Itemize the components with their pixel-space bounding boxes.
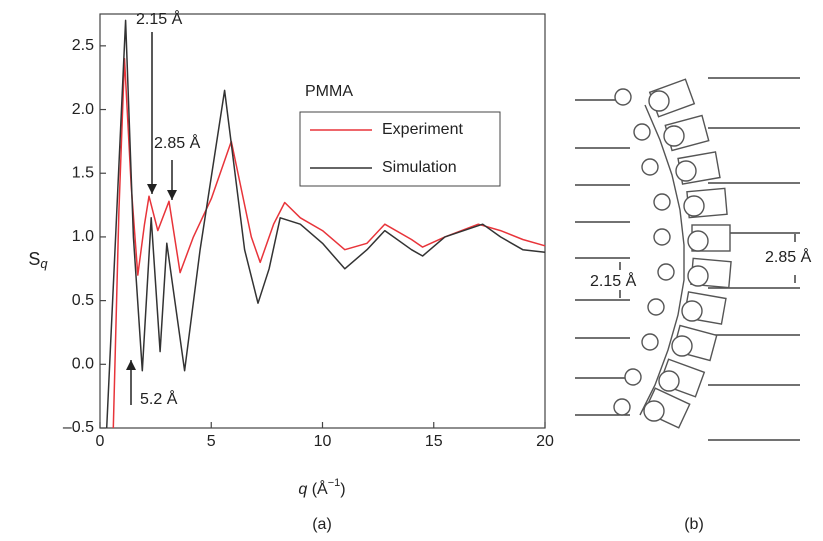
x-label-part: q (298, 481, 307, 498)
ester-circle (687, 230, 709, 252)
arrow-head (167, 190, 177, 200)
y-label-main: S (28, 249, 40, 269)
legend-label: Experiment (382, 121, 463, 138)
side-circle (641, 158, 659, 176)
ester-circle (687, 265, 709, 287)
x-tick-label: 20 (536, 433, 554, 450)
diagram-label: 2.85 Å (765, 247, 812, 266)
legend-box (299, 111, 501, 187)
ester-circle (671, 335, 693, 357)
side-circle (613, 398, 631, 416)
x-label-part: (Å (307, 479, 328, 498)
x-tick-label: 0 (96, 433, 105, 450)
ester-circle (663, 125, 685, 147)
ester-circle (683, 195, 705, 217)
polymer-diagram: 2.15 Å 2.85 Å (575, 77, 812, 441)
y-tick-label: 2.5 (72, 37, 94, 54)
x-label-part: ) (340, 481, 345, 498)
ester-circle (681, 300, 703, 322)
ester-circle (658, 370, 680, 392)
side-circle (653, 193, 671, 211)
arrow-head (126, 360, 136, 370)
side-circle (624, 368, 642, 386)
x-label-part: −1 (328, 477, 341, 489)
side-circle (657, 263, 675, 281)
ester-circle (643, 400, 665, 422)
arrow-head (147, 184, 157, 194)
annotation: 2.15 Å (136, 9, 183, 28)
y-axis-label: Sq (28, 249, 48, 272)
side-circle (653, 228, 671, 246)
data-line (105, 19, 546, 429)
panel-label: (a) (312, 516, 332, 533)
panel-label: (b) (684, 516, 704, 533)
x-axis-label: q (Å−1) (298, 477, 345, 498)
y-tick-label: 0.0 (72, 356, 94, 373)
x-tick-label: 15 (425, 433, 443, 450)
y-tick-label: 1.0 (72, 228, 94, 245)
legend-label: Simulation (382, 159, 457, 176)
y-tick-label: –0.5 (63, 419, 94, 436)
ester-circle (648, 90, 670, 112)
side-group (643, 387, 691, 429)
y-tick-label: 2.0 (72, 101, 94, 118)
backbone (639, 104, 685, 416)
diagram-label: 2.15 Å (590, 271, 637, 290)
y-tick-label: 0.5 (72, 292, 94, 309)
plot-frame (99, 13, 546, 429)
ester-circle (675, 160, 697, 182)
y-tick-label: 1.5 (72, 164, 94, 181)
side-circle (633, 123, 651, 141)
side-circle (614, 88, 632, 106)
annotation: 5.2 Å (140, 389, 178, 408)
annotation: 2.85 Å (154, 133, 201, 152)
side-circle (647, 298, 665, 316)
data-line (112, 57, 546, 429)
x-tick-label: 5 (207, 433, 216, 450)
legend-title: PMMA (305, 83, 353, 100)
y-label-sub: q (40, 256, 48, 271)
side-circle (641, 333, 659, 351)
x-tick-label: 10 (314, 433, 332, 450)
